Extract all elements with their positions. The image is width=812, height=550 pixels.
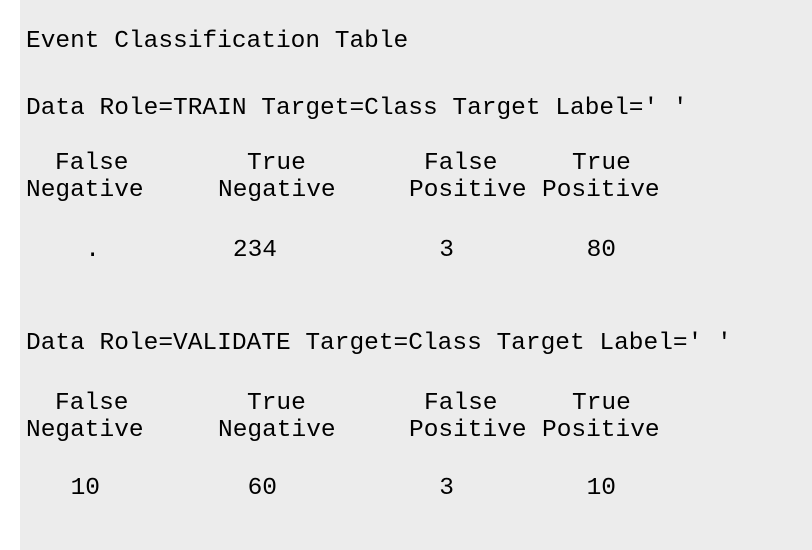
train-header-bottom-col2: Negative — [218, 177, 336, 204]
validate-false-positive-value: 3 — [439, 475, 454, 502]
validate-false-negative-value: 10 — [70, 475, 100, 502]
train-header-top-col4: True — [572, 150, 631, 177]
train-true-negative-value: 234 — [232, 237, 277, 264]
train-true-positive-value: 80 — [586, 237, 616, 264]
train-table-caption: Data Role=TRAIN Target=Class Target Labe… — [26, 95, 688, 122]
validate-true-negative-value: 60 — [247, 475, 277, 502]
train-header-bottom-col4: Positive — [542, 177, 660, 204]
report-title: Event Classification Table — [26, 28, 409, 55]
listing-output-panel — [20, 0, 812, 550]
validate-header-top-col2: True — [247, 390, 306, 417]
train-header-top-col2: True — [247, 150, 306, 177]
validate-table-caption: Data Role=VALIDATE Target=Class Target L… — [26, 330, 732, 357]
train-false-negative-value: . — [85, 237, 100, 264]
validate-header-bottom-col1: Negative — [26, 417, 144, 444]
train-false-positive-value: 3 — [439, 237, 454, 264]
train-header-top-col3: False — [424, 150, 498, 177]
validate-true-positive-value: 10 — [586, 475, 616, 502]
validate-header-bottom-col3: Positive — [409, 417, 527, 444]
train-header-bottom-col3: Positive — [409, 177, 527, 204]
validate-header-top-col1: False — [55, 390, 129, 417]
validate-header-top-col4: True — [572, 390, 631, 417]
train-header-top-col1: False — [55, 150, 129, 177]
validate-header-bottom-col4: Positive — [542, 417, 660, 444]
validate-header-top-col3: False — [424, 390, 498, 417]
train-header-bottom-col1: Negative — [26, 177, 144, 204]
validate-header-bottom-col2: Negative — [218, 417, 336, 444]
